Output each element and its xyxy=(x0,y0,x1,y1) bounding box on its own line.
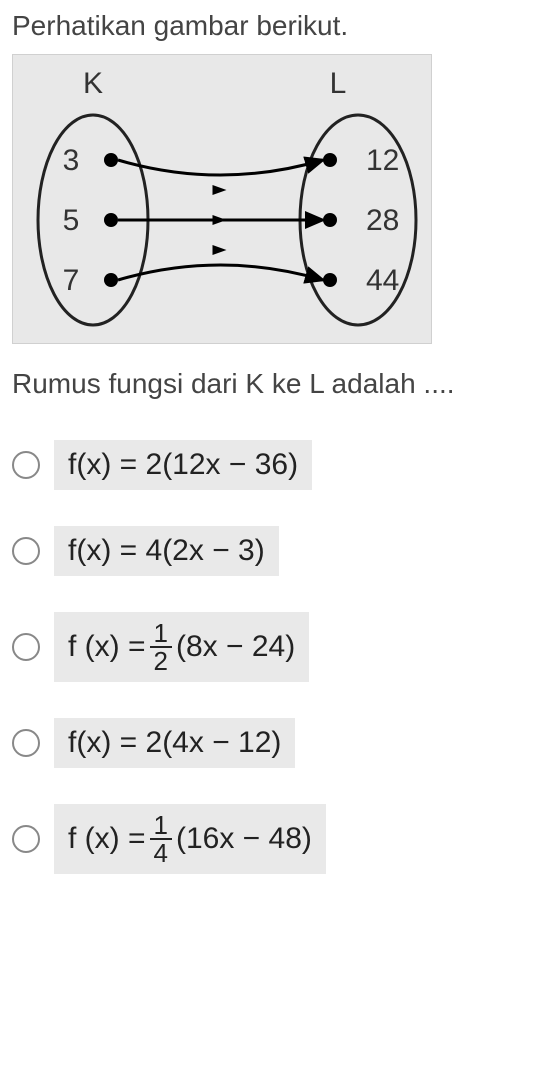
formula: f (x) = 14(16x − 48) xyxy=(54,804,326,874)
svg-text:28: 28 xyxy=(366,204,399,237)
radio-button[interactable] xyxy=(12,537,40,565)
fraction-numerator: 1 xyxy=(150,812,172,840)
svg-text:3: 3 xyxy=(63,144,80,177)
option-row[interactable]: f(x) = 2(12x − 36) xyxy=(12,440,543,490)
radio-button[interactable] xyxy=(12,825,40,853)
option-row[interactable]: f(x) = 2(4x − 12) xyxy=(12,718,543,768)
svg-text:12: 12 xyxy=(366,144,399,177)
question-container: Perhatikan gambar berikut. KL312528744 R… xyxy=(0,0,555,920)
formula: f(x) = 2(4x − 12) xyxy=(54,718,295,768)
radio-button[interactable] xyxy=(12,633,40,661)
option-row[interactable]: f(x) = 4(2x − 3) xyxy=(12,526,543,576)
formula-tail: (8x − 24) xyxy=(176,630,295,664)
svg-text:L: L xyxy=(330,67,347,100)
formula: f (x) = 12(8x − 24) xyxy=(54,612,309,682)
fraction: 12 xyxy=(150,620,172,674)
svg-text:5: 5 xyxy=(63,204,80,237)
formula: f(x) = 4(2x − 3) xyxy=(54,526,279,576)
fraction-denominator: 2 xyxy=(150,648,172,674)
svg-text:7: 7 xyxy=(63,264,80,297)
diagram-svg: K L 3 12 5 28 7 44 xyxy=(13,55,433,345)
formula-lead: f (x) = xyxy=(68,822,146,856)
radio-button[interactable] xyxy=(12,729,40,757)
question-text: Rumus fungsi dari K ke L adalah .... xyxy=(12,368,543,400)
mapping-diagram: K L 3 12 5 28 7 44 xyxy=(12,54,432,344)
fraction: 14 xyxy=(150,812,172,866)
svg-text:K: K xyxy=(83,67,103,100)
fraction-denominator: 4 xyxy=(150,840,172,866)
svg-text:44: 44 xyxy=(366,264,399,297)
formula-tail: (16x − 48) xyxy=(176,822,312,856)
formula-lead: f (x) = xyxy=(68,630,146,664)
radio-button[interactable] xyxy=(12,451,40,479)
option-row[interactable]: f (x) = 14(16x − 48) xyxy=(12,804,543,874)
formula: f(x) = 2(12x − 36) xyxy=(54,440,312,490)
option-row[interactable]: f (x) = 12(8x − 24) xyxy=(12,612,543,682)
fraction-numerator: 1 xyxy=(150,620,172,648)
options-list: f(x) = 2(12x − 36) f(x) = 4(2x − 3) f (x) … xyxy=(12,440,543,874)
prompt-text: Perhatikan gambar berikut. xyxy=(12,10,543,42)
